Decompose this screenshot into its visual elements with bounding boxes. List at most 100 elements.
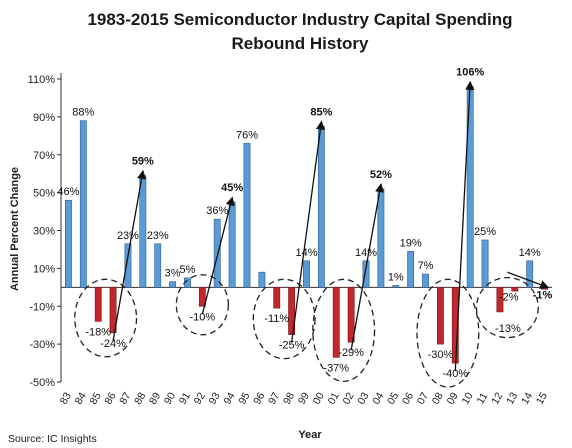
x-tick-label: 85 [87, 390, 103, 406]
x-tick-label: 15 [534, 390, 550, 406]
data-label-07: 7% [418, 260, 434, 272]
rebound-arrows [112, 80, 550, 372]
downturn-circle [252, 278, 316, 360]
bar-99 [303, 260, 310, 288]
y-tick-label: 50% [33, 188, 55, 200]
x-tick-label: 07 [415, 390, 431, 406]
data-label-97: -11% [264, 313, 289, 325]
data-label-98: -25% [279, 340, 305, 352]
rebound-arrow [112, 169, 147, 341]
bar-05 [392, 285, 400, 288]
data-label-01: -37% [323, 362, 349, 374]
y-tick-label: -50% [29, 377, 55, 389]
x-tick-label: 08 [430, 390, 446, 406]
bar-98 [288, 287, 296, 335]
x-tick-label: 06 [400, 390, 416, 406]
x-tick-label: 86 [102, 390, 118, 406]
data-label-02: -29% [338, 347, 364, 359]
data-label-93: 36% [206, 205, 228, 217]
data-label-00: 85% [310, 106, 332, 118]
source-note: Source: IC Insights [8, 433, 97, 445]
y-tick-label: 70% [33, 150, 55, 162]
bar-94 [228, 201, 236, 288]
downturn-circle [416, 278, 480, 388]
bar-88 [139, 175, 147, 288]
bar-12 [496, 287, 504, 313]
bar-87 [124, 243, 132, 288]
bar-14 [526, 260, 534, 288]
x-tick-label: 94 [221, 390, 237, 406]
x-tick-label: 90 [162, 390, 178, 406]
x-tick-label: 14 [519, 390, 535, 406]
bar-93 [213, 218, 221, 288]
x-tick-label: 95 [236, 390, 252, 406]
data-label-05: 1% [388, 271, 404, 283]
x-tick-label: 87 [117, 390, 133, 406]
data-label-90: 3% [165, 268, 181, 280]
bar-84 [79, 120, 87, 288]
y-tick-label: -10% [29, 301, 55, 313]
bar-96 [258, 271, 266, 288]
bar-90 [169, 281, 177, 288]
x-tick-label: 09 [445, 390, 461, 406]
bar-85 [94, 287, 102, 322]
data-label-06: 19% [400, 237, 422, 249]
bar-86 [109, 287, 117, 334]
data-label-09: -40% [442, 368, 468, 380]
data-label-12: -13% [495, 323, 521, 335]
downturn-circle [175, 274, 229, 336]
bar-08 [436, 287, 444, 345]
x-tick-label: 88 [132, 390, 148, 406]
x-tick-label: 13 [504, 390, 520, 406]
y-tick-label: 110% [28, 74, 56, 86]
data-label-15: -1% [533, 290, 553, 302]
x-tick-label: 01 [326, 390, 342, 406]
bar-01 [332, 287, 340, 358]
y-tick-label: 30% [33, 226, 55, 238]
downturn-circle [74, 278, 138, 358]
bars [65, 86, 548, 364]
rebound-arrow [507, 271, 550, 289]
x-tick-label: 97 [266, 390, 282, 406]
x-tick-label: 92 [192, 390, 208, 406]
x-tick-label: 04 [370, 390, 386, 406]
bar-89 [154, 243, 162, 288]
bar-06 [407, 251, 415, 288]
data-label-91: 5% [180, 264, 196, 276]
bar-03 [362, 260, 370, 288]
bar-00 [317, 126, 325, 288]
data-label-95: 76% [236, 129, 258, 141]
x-tick-label: 84 [73, 390, 89, 406]
data-label-85: -18% [85, 326, 111, 338]
downturn-circle [312, 278, 376, 383]
data-label-10: 106% [456, 67, 484, 79]
data-label-89: 23% [147, 230, 169, 242]
x-tick-label: 10 [459, 390, 475, 406]
data-label-86: -24% [100, 338, 126, 350]
data-label-08: -30% [428, 349, 454, 361]
downturn-circles [74, 274, 539, 388]
bar-97 [273, 287, 281, 309]
bar-92 [198, 287, 206, 307]
x-tick-label: 99 [296, 390, 312, 406]
data-label-04: 52% [370, 169, 392, 181]
bar-95 [243, 143, 251, 288]
bar-13 [511, 287, 519, 292]
x-tick-label: 05 [385, 390, 401, 406]
x-tick-label: 89 [147, 390, 163, 406]
x-tick-label: 02 [340, 390, 356, 406]
data-label-94: 45% [221, 182, 243, 194]
x-tick-label: 12 [489, 390, 505, 406]
chart-subtitle: Rebound History [232, 34, 369, 53]
y-axis-label: Annual Percent Change [9, 167, 21, 291]
x-tick-label: 11 [475, 391, 491, 407]
data-label-84: 88% [72, 107, 94, 119]
bar-11 [481, 239, 489, 288]
data-label-87: 23% [117, 230, 139, 242]
x-tick-labels: 8384858687888990919293949596979899000102… [58, 390, 550, 406]
data-label-03: 14% [355, 247, 377, 259]
rebound-arrow [201, 196, 235, 315]
y-tick-label: 90% [33, 112, 55, 124]
